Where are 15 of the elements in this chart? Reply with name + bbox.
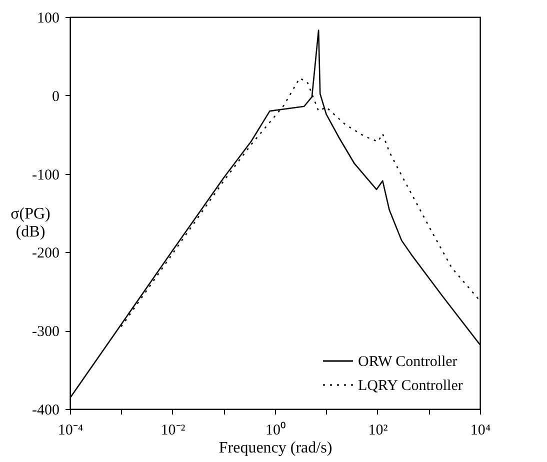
y-tick-label: -400 <box>32 402 60 418</box>
y-tick-label: -200 <box>32 246 60 262</box>
y-axis-title: σ(PG) (dB) <box>10 206 50 240</box>
x-axis-title: Frequency (rad/s) <box>218 440 332 456</box>
x-tick-label: 10⁻² <box>160 422 186 438</box>
legend-label: LQRY Controller <box>358 378 463 394</box>
y-tick-label: -300 <box>32 324 60 340</box>
x-tick-label: 10⁻⁴ <box>58 422 84 438</box>
x-tick-label: 10⁰ <box>266 422 286 438</box>
y-tick-label: -100 <box>32 167 60 184</box>
x-tick-label: 10⁴ <box>470 422 491 438</box>
y-tick-label: 100 <box>37 10 60 26</box>
y-tick-label: 0 <box>52 88 60 105</box>
x-tick-label: 10² <box>368 422 388 438</box>
legend-label: ORW Controller <box>358 354 458 370</box>
